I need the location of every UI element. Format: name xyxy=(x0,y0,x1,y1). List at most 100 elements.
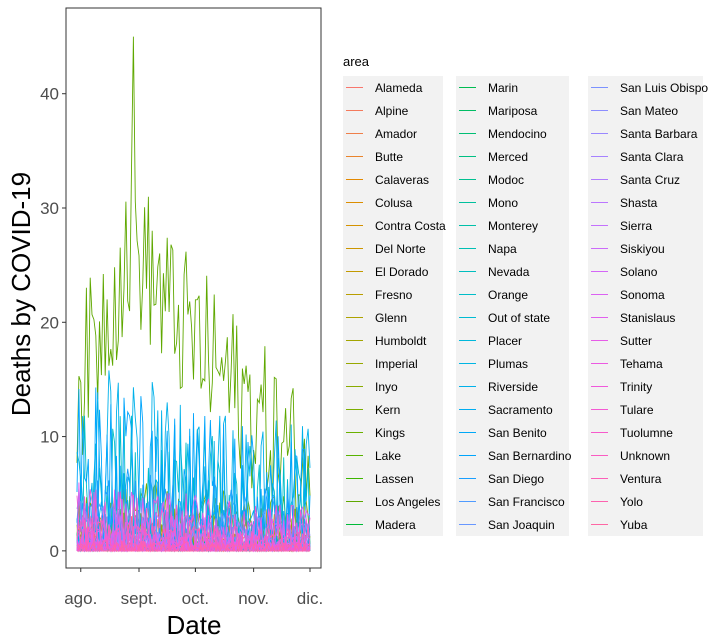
legend-key xyxy=(343,513,443,536)
legend-key xyxy=(588,214,703,237)
legend-label: Sierra xyxy=(620,219,652,233)
series-line xyxy=(76,517,311,553)
series-line xyxy=(77,543,310,553)
legend-label: Trinity xyxy=(620,380,652,394)
legend-key xyxy=(588,329,703,352)
legend-label: Marin xyxy=(488,81,518,95)
legend-key xyxy=(343,306,443,329)
legend-key xyxy=(588,237,703,260)
y-axis-title: Deaths by COVID-19 xyxy=(6,172,36,416)
legend-key xyxy=(456,76,569,99)
legend-label: Monterey xyxy=(488,219,538,233)
panel-border xyxy=(65,7,322,569)
legend-key xyxy=(588,122,703,145)
legend-label: Sonoma xyxy=(620,288,665,302)
legend-title: area xyxy=(343,54,370,69)
legend-label: San Bernardino xyxy=(488,449,572,463)
legend-key xyxy=(343,398,443,421)
x-tick-label: dic. xyxy=(297,589,323,608)
legend-key xyxy=(456,490,569,513)
legend-key xyxy=(343,490,443,513)
legend-key xyxy=(343,168,443,191)
legend-label: Solano xyxy=(620,265,658,279)
legend-label: Kings xyxy=(375,426,405,440)
legend-label: Riverside xyxy=(488,380,538,394)
legend-key xyxy=(588,444,703,467)
legend-key xyxy=(343,467,443,490)
legend-label: Tulare xyxy=(620,403,654,417)
legend-label: Santa Cruz xyxy=(620,173,680,187)
legend-key xyxy=(588,191,703,214)
legend-label: Kern xyxy=(375,403,400,417)
legend-label: El Dorado xyxy=(375,265,429,279)
series-line xyxy=(76,387,311,552)
legend-key xyxy=(456,467,569,490)
series-line xyxy=(76,489,311,553)
legend-label: Del Norte xyxy=(375,242,426,256)
series-lines xyxy=(76,36,311,553)
legend-key xyxy=(343,375,443,398)
legend-key xyxy=(588,76,703,99)
legend-key xyxy=(588,352,703,375)
legend-label: Modoc xyxy=(488,173,524,187)
legend-label: Alameda xyxy=(375,81,423,95)
legend-label: Imperial xyxy=(375,357,418,371)
legend-label: San Diego xyxy=(488,472,544,486)
legend-label: Yuba xyxy=(620,518,648,532)
legend-key xyxy=(456,99,569,122)
legend-key xyxy=(456,375,569,398)
legend-label: San Joaquin xyxy=(488,518,555,532)
legend-key xyxy=(343,99,443,122)
legend-key xyxy=(343,260,443,283)
legend-key xyxy=(588,375,703,398)
legend: area Alameda Alpine Amador Butte Calaveras Co… xyxy=(343,54,708,536)
legend-key xyxy=(343,283,443,306)
legend-label: Plumas xyxy=(488,357,528,371)
legend-label: Contra Costa xyxy=(375,219,446,233)
legend-key xyxy=(588,467,703,490)
legend-label: San Mateo xyxy=(620,104,678,118)
legend-label: Inyo xyxy=(375,380,398,394)
legend-key xyxy=(456,237,569,260)
legend-label: Ventura xyxy=(620,472,662,486)
legend-label: Glenn xyxy=(375,311,407,325)
legend-key xyxy=(343,329,443,352)
x-axis-title: Date xyxy=(167,610,222,640)
legend-label: Stanislaus xyxy=(620,311,675,325)
y-tick-label: 40 xyxy=(40,85,59,104)
legend-key xyxy=(456,145,569,168)
y-tick-label: 0 xyxy=(50,542,59,561)
legend-label: San Luis Obispo xyxy=(620,81,708,95)
legend-key xyxy=(456,329,569,352)
legend-key xyxy=(588,306,703,329)
legend-label: Sacramento xyxy=(488,403,553,417)
x-tick-label: oct. xyxy=(182,589,209,608)
x-tick-label: ago. xyxy=(64,589,97,608)
legend-key xyxy=(588,99,703,122)
x-tick-label: nov. xyxy=(238,589,269,608)
legend-key xyxy=(456,168,569,191)
legend-label: San Francisco xyxy=(488,495,565,509)
legend-label: Lassen xyxy=(375,472,414,486)
legend-key xyxy=(456,421,569,444)
legend-key xyxy=(343,421,443,444)
legend-label: Napa xyxy=(488,242,517,256)
legend-key xyxy=(588,260,703,283)
legend-key xyxy=(343,76,443,99)
legend-label: Sutter xyxy=(620,334,652,348)
legend-key xyxy=(456,214,569,237)
legend-label: Calaveras xyxy=(375,173,429,187)
legend-label: Tehama xyxy=(620,357,663,371)
legend-label: Colusa xyxy=(375,196,413,210)
legend-key xyxy=(588,168,703,191)
legend-key xyxy=(343,444,443,467)
legend-label: Placer xyxy=(488,334,522,348)
legend-key xyxy=(343,237,443,260)
legend-label: Santa Clara xyxy=(620,150,684,164)
legend-key xyxy=(343,145,443,168)
legend-label: Mendocino xyxy=(488,127,547,141)
legend-key xyxy=(343,214,443,237)
legend-key xyxy=(456,260,569,283)
legend-label: Lake xyxy=(375,449,401,463)
